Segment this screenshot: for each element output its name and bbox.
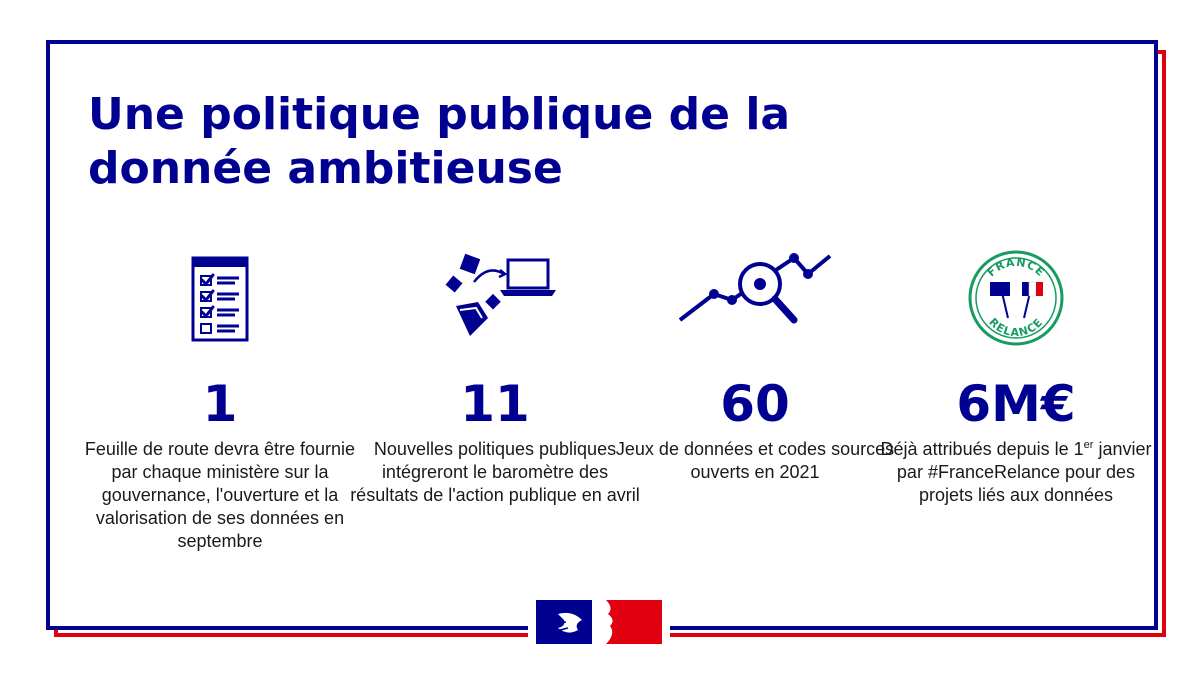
stat-card-datasets: 60 Jeux de données et codes sources ouve…: [605, 248, 905, 484]
marianne-logo: [536, 600, 662, 644]
stat-card-roadmap: 1 Feuille de route devra être fournie pa…: [70, 248, 370, 553]
data-transfer-laptop-icon: [445, 253, 556, 336]
stat-value: 6M€: [956, 375, 1076, 433]
stat-value: 60: [720, 375, 790, 433]
stat-card-policies: 11 Nouvelles politiques publiques intégr…: [345, 248, 645, 507]
stat-description: Nouvelles politiques publiques intégrero…: [350, 439, 640, 505]
page-title: Une politique publique de la donnée ambi…: [88, 89, 791, 194]
stat-card-funding: FRANCE RELANCE 6M€ Déjà attribués depuis…: [866, 248, 1166, 507]
stat-description: Déjà attribués depuis le 1er janvier par…: [880, 439, 1152, 505]
stat-description: Feuille de route devra être fournie par …: [84, 439, 356, 551]
stat-description: Jeux de données et codes sources ouverts…: [615, 439, 895, 482]
stat-value: 1: [202, 375, 238, 433]
checklist-icon: [191, 256, 249, 342]
stat-value: 11: [460, 375, 530, 433]
line-chart-magnifier-icon: [678, 253, 832, 324]
france-relance-badge-icon: FRANCE RELANCE: [968, 250, 1064, 346]
